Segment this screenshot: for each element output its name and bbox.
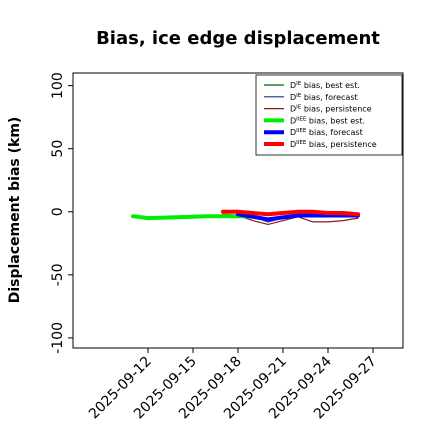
legend: DIE bias, best est. DIE bias, forecast DIE… <box>255 74 403 156</box>
y-axis-label: Displacement bias (km) <box>7 117 23 304</box>
y-axis: -100 -50 0 50 100 <box>50 72 73 354</box>
y-tick-label: 50 <box>50 140 66 158</box>
legend-entry-label: DIIEE bias, persistence <box>290 140 377 149</box>
series-line-3 <box>131 214 255 221</box>
x-axis: 2025-09-122025-09-152025-09-182025-09-21… <box>86 348 380 422</box>
legend-entry-label: DIE bias, forecast <box>290 93 358 102</box>
series-line-4 <box>236 212 360 222</box>
legend-entry-label: DIE bias, persistence <box>290 105 372 114</box>
y-tick-label: -100 <box>50 322 66 354</box>
y-tick-label: 0 <box>50 207 66 216</box>
legend-entry-label: DIIEE bias, best est. <box>290 116 365 125</box>
plot-series-layer <box>131 209 360 225</box>
legend-entry-label: DIIEE bias, forecast <box>290 128 363 137</box>
legend-box <box>255 74 403 156</box>
series-line-5 <box>221 209 360 217</box>
y-tick-label: -50 <box>50 263 66 286</box>
y-tick-label: 100 <box>50 72 66 99</box>
chart-title: Bias, ice edge displacement <box>96 28 380 49</box>
legend-entry-label: DIE bias, best est. <box>290 81 360 90</box>
